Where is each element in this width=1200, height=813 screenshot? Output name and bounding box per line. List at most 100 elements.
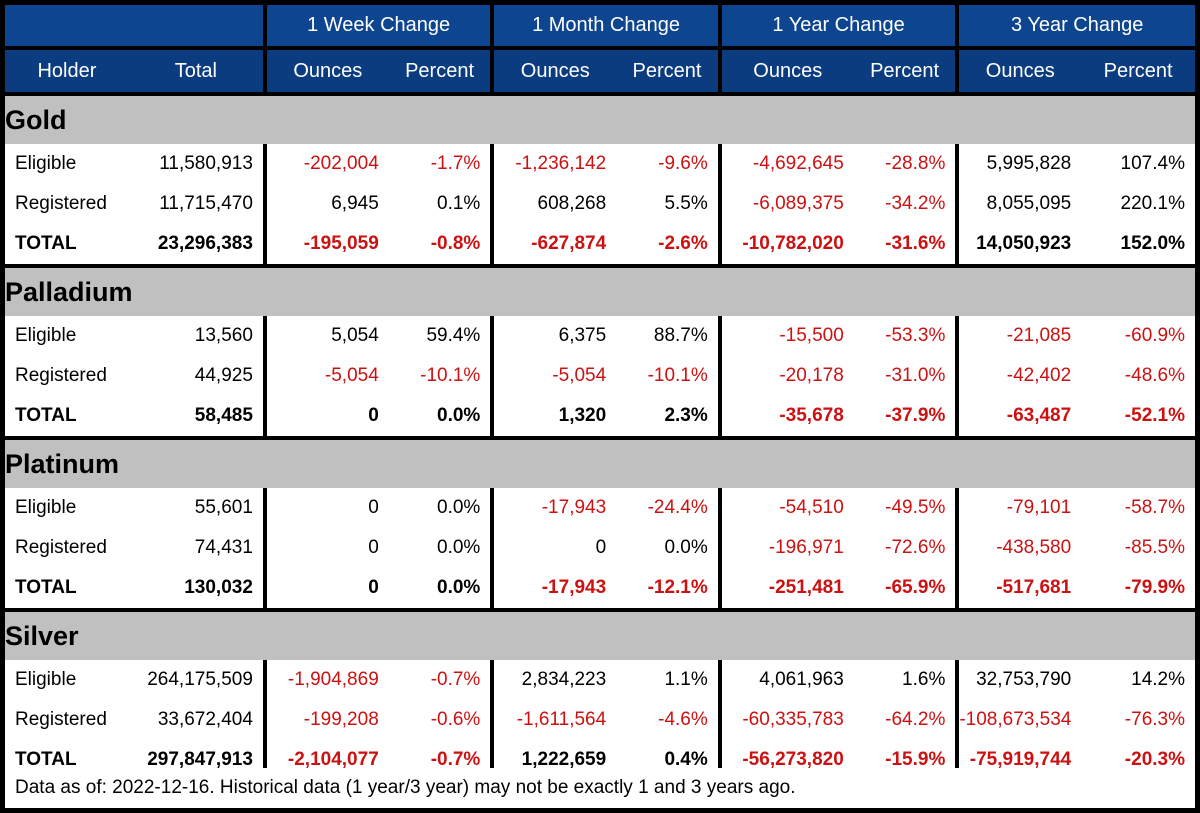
percent-cell: -60.9% bbox=[1081, 316, 1195, 356]
ounces-cell: -517,681 bbox=[955, 568, 1082, 608]
percent-cell: -79.9% bbox=[1081, 568, 1195, 608]
column-header-percent: Percent bbox=[616, 50, 720, 92]
column-header-holder: Holder bbox=[5, 50, 129, 92]
ounces-cell: -1,904,869 bbox=[262, 660, 389, 700]
ounces-cell: -108,673,534 bbox=[955, 700, 1082, 740]
percent-cell: 0.0% bbox=[388, 396, 493, 436]
percent-cell: -10.1% bbox=[616, 356, 720, 396]
ounces-cell: -6,089,375 bbox=[717, 184, 854, 224]
column-header-ounces: Ounces bbox=[262, 50, 389, 92]
ounces-cell: -63,487 bbox=[955, 396, 1082, 436]
table-row: Eligible 13,560 5,054 59.4% 6,375 88.7% -15,50… bbox=[5, 316, 1195, 356]
ounces-cell: -20,178 bbox=[717, 356, 854, 396]
percent-cell: -10.1% bbox=[388, 356, 493, 396]
ounces-cell: -54,510 bbox=[717, 488, 854, 528]
holder-cell: Registered bbox=[5, 184, 129, 224]
section-header-silver: Silver bbox=[5, 612, 1195, 660]
percent-cell: -72.6% bbox=[853, 528, 958, 568]
holder-cell: TOTAL bbox=[5, 224, 129, 264]
ounces-cell: 1,320 bbox=[490, 396, 617, 436]
percent-cell: -64.2% bbox=[853, 700, 958, 740]
percent-cell: -4.6% bbox=[616, 700, 720, 740]
holder-cell: TOTAL bbox=[5, 396, 129, 436]
total-cell: 13,560 bbox=[128, 316, 265, 356]
column-header-ounces: Ounces bbox=[717, 50, 854, 92]
ounces-cell: -60,335,783 bbox=[717, 700, 854, 740]
section-header-gold: Gold bbox=[5, 96, 1195, 144]
ounces-cell: 6,945 bbox=[262, 184, 389, 224]
percent-cell: 0.0% bbox=[388, 488, 493, 528]
holder-cell: Eligible bbox=[5, 488, 129, 528]
percent-cell: -52.1% bbox=[1081, 396, 1195, 436]
ounces-cell: 4,061,963 bbox=[717, 660, 854, 700]
ounces-cell: 32,753,790 bbox=[955, 660, 1082, 700]
column-header-percent: Percent bbox=[388, 50, 493, 92]
percent-cell: 0.1% bbox=[388, 184, 493, 224]
percent-cell: 220.1% bbox=[1081, 184, 1195, 224]
percent-cell: 152.0% bbox=[1081, 224, 1195, 264]
ounces-cell: -79,101 bbox=[955, 488, 1082, 528]
table-row: Eligible 55,601 0 0.0% -17,943 -24.4% -54,510-… bbox=[5, 488, 1195, 528]
ounces-cell: -17,943 bbox=[490, 568, 617, 608]
percent-cell: -48.6% bbox=[1081, 356, 1195, 396]
group-header-3year: 3 Year Change bbox=[955, 5, 1195, 46]
total-cell: 11,715,470 bbox=[128, 184, 265, 224]
percent-cell: 0.0% bbox=[616, 528, 720, 568]
ounces-cell: -202,004 bbox=[262, 144, 389, 184]
total-cell: 74,431 bbox=[128, 528, 265, 568]
group-header-week: 1 Week Change bbox=[262, 5, 493, 46]
percent-cell: -28.8% bbox=[853, 144, 958, 184]
ounces-cell: -5,054 bbox=[262, 356, 389, 396]
ounces-cell: 0 bbox=[262, 396, 389, 436]
percent-cell: -1.7% bbox=[388, 144, 493, 184]
percent-cell: -58.7% bbox=[1081, 488, 1195, 528]
ounces-cell: -5,054 bbox=[490, 356, 617, 396]
percent-cell: -34.2% bbox=[853, 184, 958, 224]
percent-cell: -2.6% bbox=[616, 224, 720, 264]
column-header-ounces: Ounces bbox=[490, 50, 617, 92]
section-title: Platinum bbox=[5, 440, 1195, 488]
table-row: Eligible 11,580,913 -202,004 -1.7% -1,236,14… bbox=[5, 144, 1195, 184]
ounces-cell: -627,874 bbox=[490, 224, 617, 264]
table-row: Eligible 264,175,509 -1,904,869 -0.7% 2,834,… bbox=[5, 660, 1195, 700]
percent-cell: -65.9% bbox=[853, 568, 958, 608]
percent-cell: 59.4% bbox=[388, 316, 493, 356]
ounces-cell: 608,268 bbox=[490, 184, 617, 224]
holder-cell: Eligible bbox=[5, 660, 129, 700]
ounces-cell: 5,995,828 bbox=[955, 144, 1082, 184]
total-cell: 23,296,383 bbox=[128, 224, 265, 264]
ounces-cell: -1,611,564 bbox=[490, 700, 617, 740]
table-row: Registered 74,431 0 0.0% 0 0.0% -196,971 -72.6%… bbox=[5, 528, 1195, 568]
percent-cell: -37.9% bbox=[853, 396, 958, 436]
ounces-cell: -35,678 bbox=[717, 396, 854, 436]
column-header-total: Total bbox=[128, 50, 265, 92]
total-row: TOTAL 23,296,383 -195,059 -0.8% -627,874 -2.6… bbox=[5, 224, 1195, 264]
table-row: Registered 33,672,404 -199,208 -0.6% -1,611,… bbox=[5, 700, 1195, 740]
holder-cell: Registered bbox=[5, 700, 129, 740]
total-cell: 44,925 bbox=[128, 356, 265, 396]
ounces-cell: -21,085 bbox=[955, 316, 1082, 356]
total-cell: 58,485 bbox=[128, 396, 265, 436]
blank-header-cell bbox=[5, 5, 265, 46]
ounces-cell: -251,481 bbox=[717, 568, 854, 608]
total-cell: 33,672,404 bbox=[128, 700, 265, 740]
ounces-cell: -4,692,645 bbox=[717, 144, 854, 184]
percent-cell: -0.8% bbox=[388, 224, 493, 264]
comex-inventory-table: 1 Week Change 1 Month Change 1 Year Chan… bbox=[5, 5, 1195, 780]
percent-cell: 14.2% bbox=[1081, 660, 1195, 700]
total-cell: 55,601 bbox=[128, 488, 265, 528]
column-header-percent: Percent bbox=[853, 50, 958, 92]
ounces-cell: 6,375 bbox=[490, 316, 617, 356]
total-cell: 130,032 bbox=[128, 568, 265, 608]
total-cell: 11,580,913 bbox=[128, 144, 265, 184]
holder-cell: Registered bbox=[5, 356, 129, 396]
ounces-cell: 0 bbox=[262, 488, 389, 528]
group-header-month: 1 Month Change bbox=[490, 5, 720, 46]
ounces-cell: -196,971 bbox=[717, 528, 854, 568]
percent-cell: -9.6% bbox=[616, 144, 720, 184]
ounces-cell: 5,054 bbox=[262, 316, 389, 356]
section-title: Palladium bbox=[5, 268, 1195, 316]
percent-cell: 2.3% bbox=[616, 396, 720, 436]
section-header-platinum: Platinum bbox=[5, 440, 1195, 488]
